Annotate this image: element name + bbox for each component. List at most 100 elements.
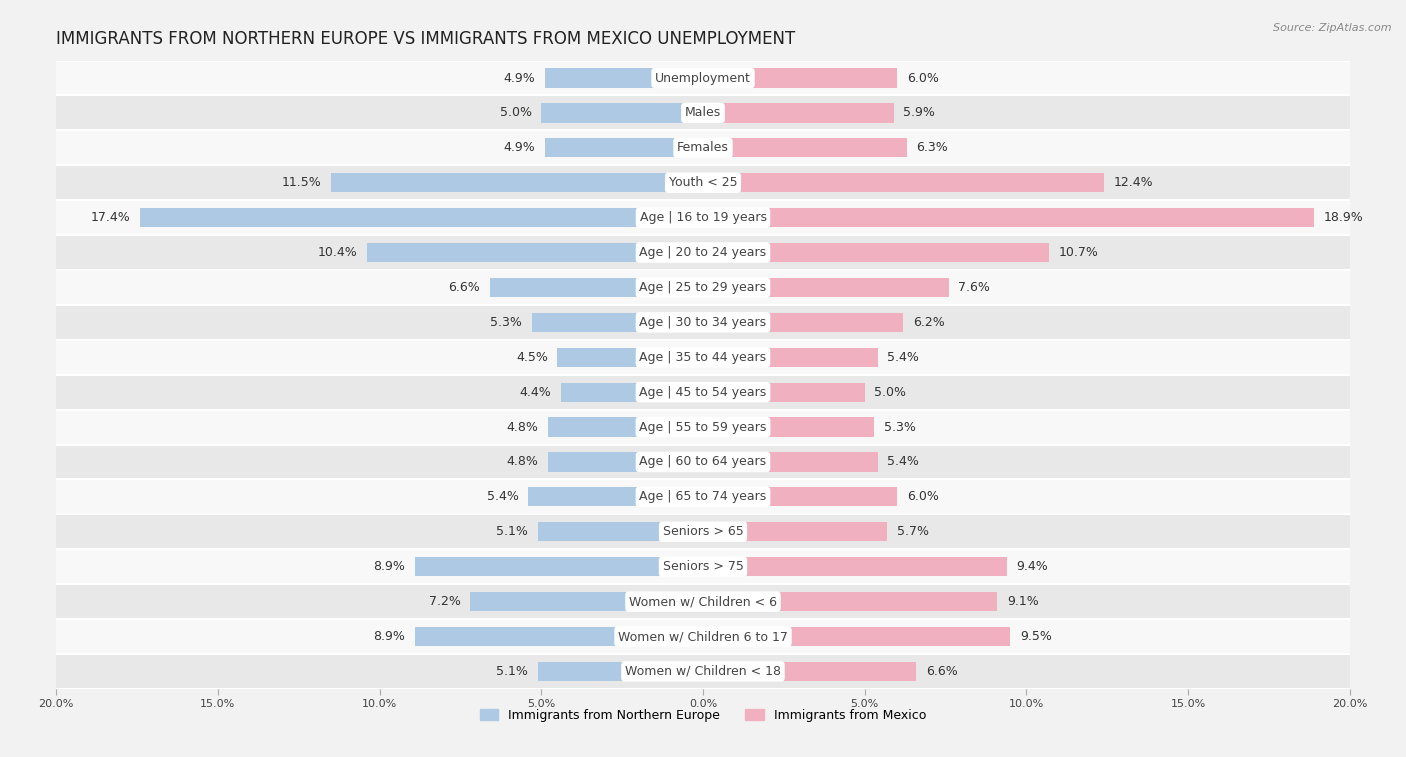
Text: 11.5%: 11.5%	[281, 176, 322, 189]
Bar	[558, 347, 703, 367]
Text: Women w/ Children < 18: Women w/ Children < 18	[626, 665, 780, 678]
Bar	[703, 417, 875, 437]
Bar	[548, 417, 703, 437]
Text: 4.9%: 4.9%	[503, 142, 534, 154]
Bar	[56, 514, 1350, 550]
Text: 5.4%: 5.4%	[887, 456, 920, 469]
Text: Males: Males	[685, 107, 721, 120]
Bar	[56, 654, 1350, 689]
Text: 5.7%: 5.7%	[897, 525, 929, 538]
Text: 5.0%: 5.0%	[875, 385, 907, 399]
Bar	[56, 61, 1350, 95]
Text: IMMIGRANTS FROM NORTHERN EUROPE VS IMMIGRANTS FROM MEXICO UNEMPLOYMENT: IMMIGRANTS FROM NORTHERN EUROPE VS IMMIG…	[56, 30, 796, 48]
Bar	[56, 340, 1350, 375]
Text: 4.4%: 4.4%	[519, 385, 551, 399]
Text: 4.5%: 4.5%	[516, 350, 548, 364]
Bar	[703, 453, 877, 472]
Bar	[56, 619, 1350, 654]
Bar	[703, 103, 894, 123]
Text: 6.6%: 6.6%	[449, 281, 479, 294]
Bar	[56, 270, 1350, 305]
Bar	[548, 453, 703, 472]
Text: 9.5%: 9.5%	[1019, 630, 1052, 643]
Text: Age | 25 to 29 years: Age | 25 to 29 years	[640, 281, 766, 294]
Text: Age | 55 to 59 years: Age | 55 to 59 years	[640, 421, 766, 434]
Text: Age | 30 to 34 years: Age | 30 to 34 years	[640, 316, 766, 329]
Bar	[56, 305, 1350, 340]
Bar	[56, 410, 1350, 444]
Bar	[332, 173, 703, 192]
Bar	[703, 627, 1010, 646]
Bar	[415, 557, 703, 576]
Bar	[703, 557, 1007, 576]
Bar	[703, 278, 949, 297]
Legend: Immigrants from Northern Europe, Immigrants from Mexico: Immigrants from Northern Europe, Immigra…	[475, 703, 931, 727]
Text: Females: Females	[678, 142, 728, 154]
Bar	[415, 627, 703, 646]
Bar	[561, 382, 703, 402]
Text: 6.2%: 6.2%	[914, 316, 945, 329]
Bar	[703, 208, 1315, 227]
Text: 4.8%: 4.8%	[506, 421, 538, 434]
Bar	[56, 200, 1350, 235]
Bar	[703, 313, 904, 332]
Text: Seniors > 65: Seniors > 65	[662, 525, 744, 538]
Bar	[703, 592, 997, 611]
Text: Age | 65 to 74 years: Age | 65 to 74 years	[640, 491, 766, 503]
Bar	[56, 550, 1350, 584]
Text: Age | 45 to 54 years: Age | 45 to 54 years	[640, 385, 766, 399]
Text: 18.9%: 18.9%	[1324, 211, 1364, 224]
Bar	[538, 522, 703, 541]
Text: 5.4%: 5.4%	[486, 491, 519, 503]
Text: Age | 35 to 44 years: Age | 35 to 44 years	[640, 350, 766, 364]
Text: Source: ZipAtlas.com: Source: ZipAtlas.com	[1274, 23, 1392, 33]
Bar	[56, 584, 1350, 619]
Bar	[703, 347, 877, 367]
Text: Age | 20 to 24 years: Age | 20 to 24 years	[640, 246, 766, 259]
Text: 5.1%: 5.1%	[496, 525, 529, 538]
Bar	[703, 173, 1104, 192]
Bar	[544, 139, 703, 157]
Text: 17.4%: 17.4%	[91, 211, 131, 224]
Bar	[703, 139, 907, 157]
Bar	[56, 235, 1350, 270]
Text: 9.4%: 9.4%	[1017, 560, 1049, 573]
Bar	[703, 488, 897, 506]
Bar	[141, 208, 703, 227]
Bar	[56, 95, 1350, 130]
Bar	[703, 662, 917, 681]
Bar	[56, 479, 1350, 514]
Text: Age | 60 to 64 years: Age | 60 to 64 years	[640, 456, 766, 469]
Text: 10.4%: 10.4%	[318, 246, 357, 259]
Text: 7.2%: 7.2%	[429, 595, 461, 608]
Bar	[529, 488, 703, 506]
Text: 5.4%: 5.4%	[887, 350, 920, 364]
Bar	[703, 68, 897, 88]
Text: Seniors > 75: Seniors > 75	[662, 560, 744, 573]
Bar	[56, 375, 1350, 410]
Text: 6.6%: 6.6%	[927, 665, 957, 678]
Text: 6.0%: 6.0%	[907, 491, 939, 503]
Text: Women w/ Children 6 to 17: Women w/ Children 6 to 17	[619, 630, 787, 643]
Bar	[489, 278, 703, 297]
Text: 4.8%: 4.8%	[506, 456, 538, 469]
Text: Age | 16 to 19 years: Age | 16 to 19 years	[640, 211, 766, 224]
Text: 5.0%: 5.0%	[499, 107, 531, 120]
Text: 5.3%: 5.3%	[884, 421, 915, 434]
Text: 10.7%: 10.7%	[1059, 246, 1098, 259]
Bar	[703, 243, 1049, 262]
Text: 5.3%: 5.3%	[491, 316, 522, 329]
Bar	[470, 592, 703, 611]
Bar	[367, 243, 703, 262]
Bar	[56, 444, 1350, 479]
Bar	[544, 68, 703, 88]
Text: Women w/ Children < 6: Women w/ Children < 6	[628, 595, 778, 608]
Text: 5.1%: 5.1%	[496, 665, 529, 678]
Text: 6.3%: 6.3%	[917, 142, 948, 154]
Bar	[56, 130, 1350, 165]
Text: 8.9%: 8.9%	[374, 630, 405, 643]
Bar	[531, 313, 703, 332]
Text: 6.0%: 6.0%	[907, 71, 939, 85]
Text: 8.9%: 8.9%	[374, 560, 405, 573]
Text: 9.1%: 9.1%	[1007, 595, 1039, 608]
